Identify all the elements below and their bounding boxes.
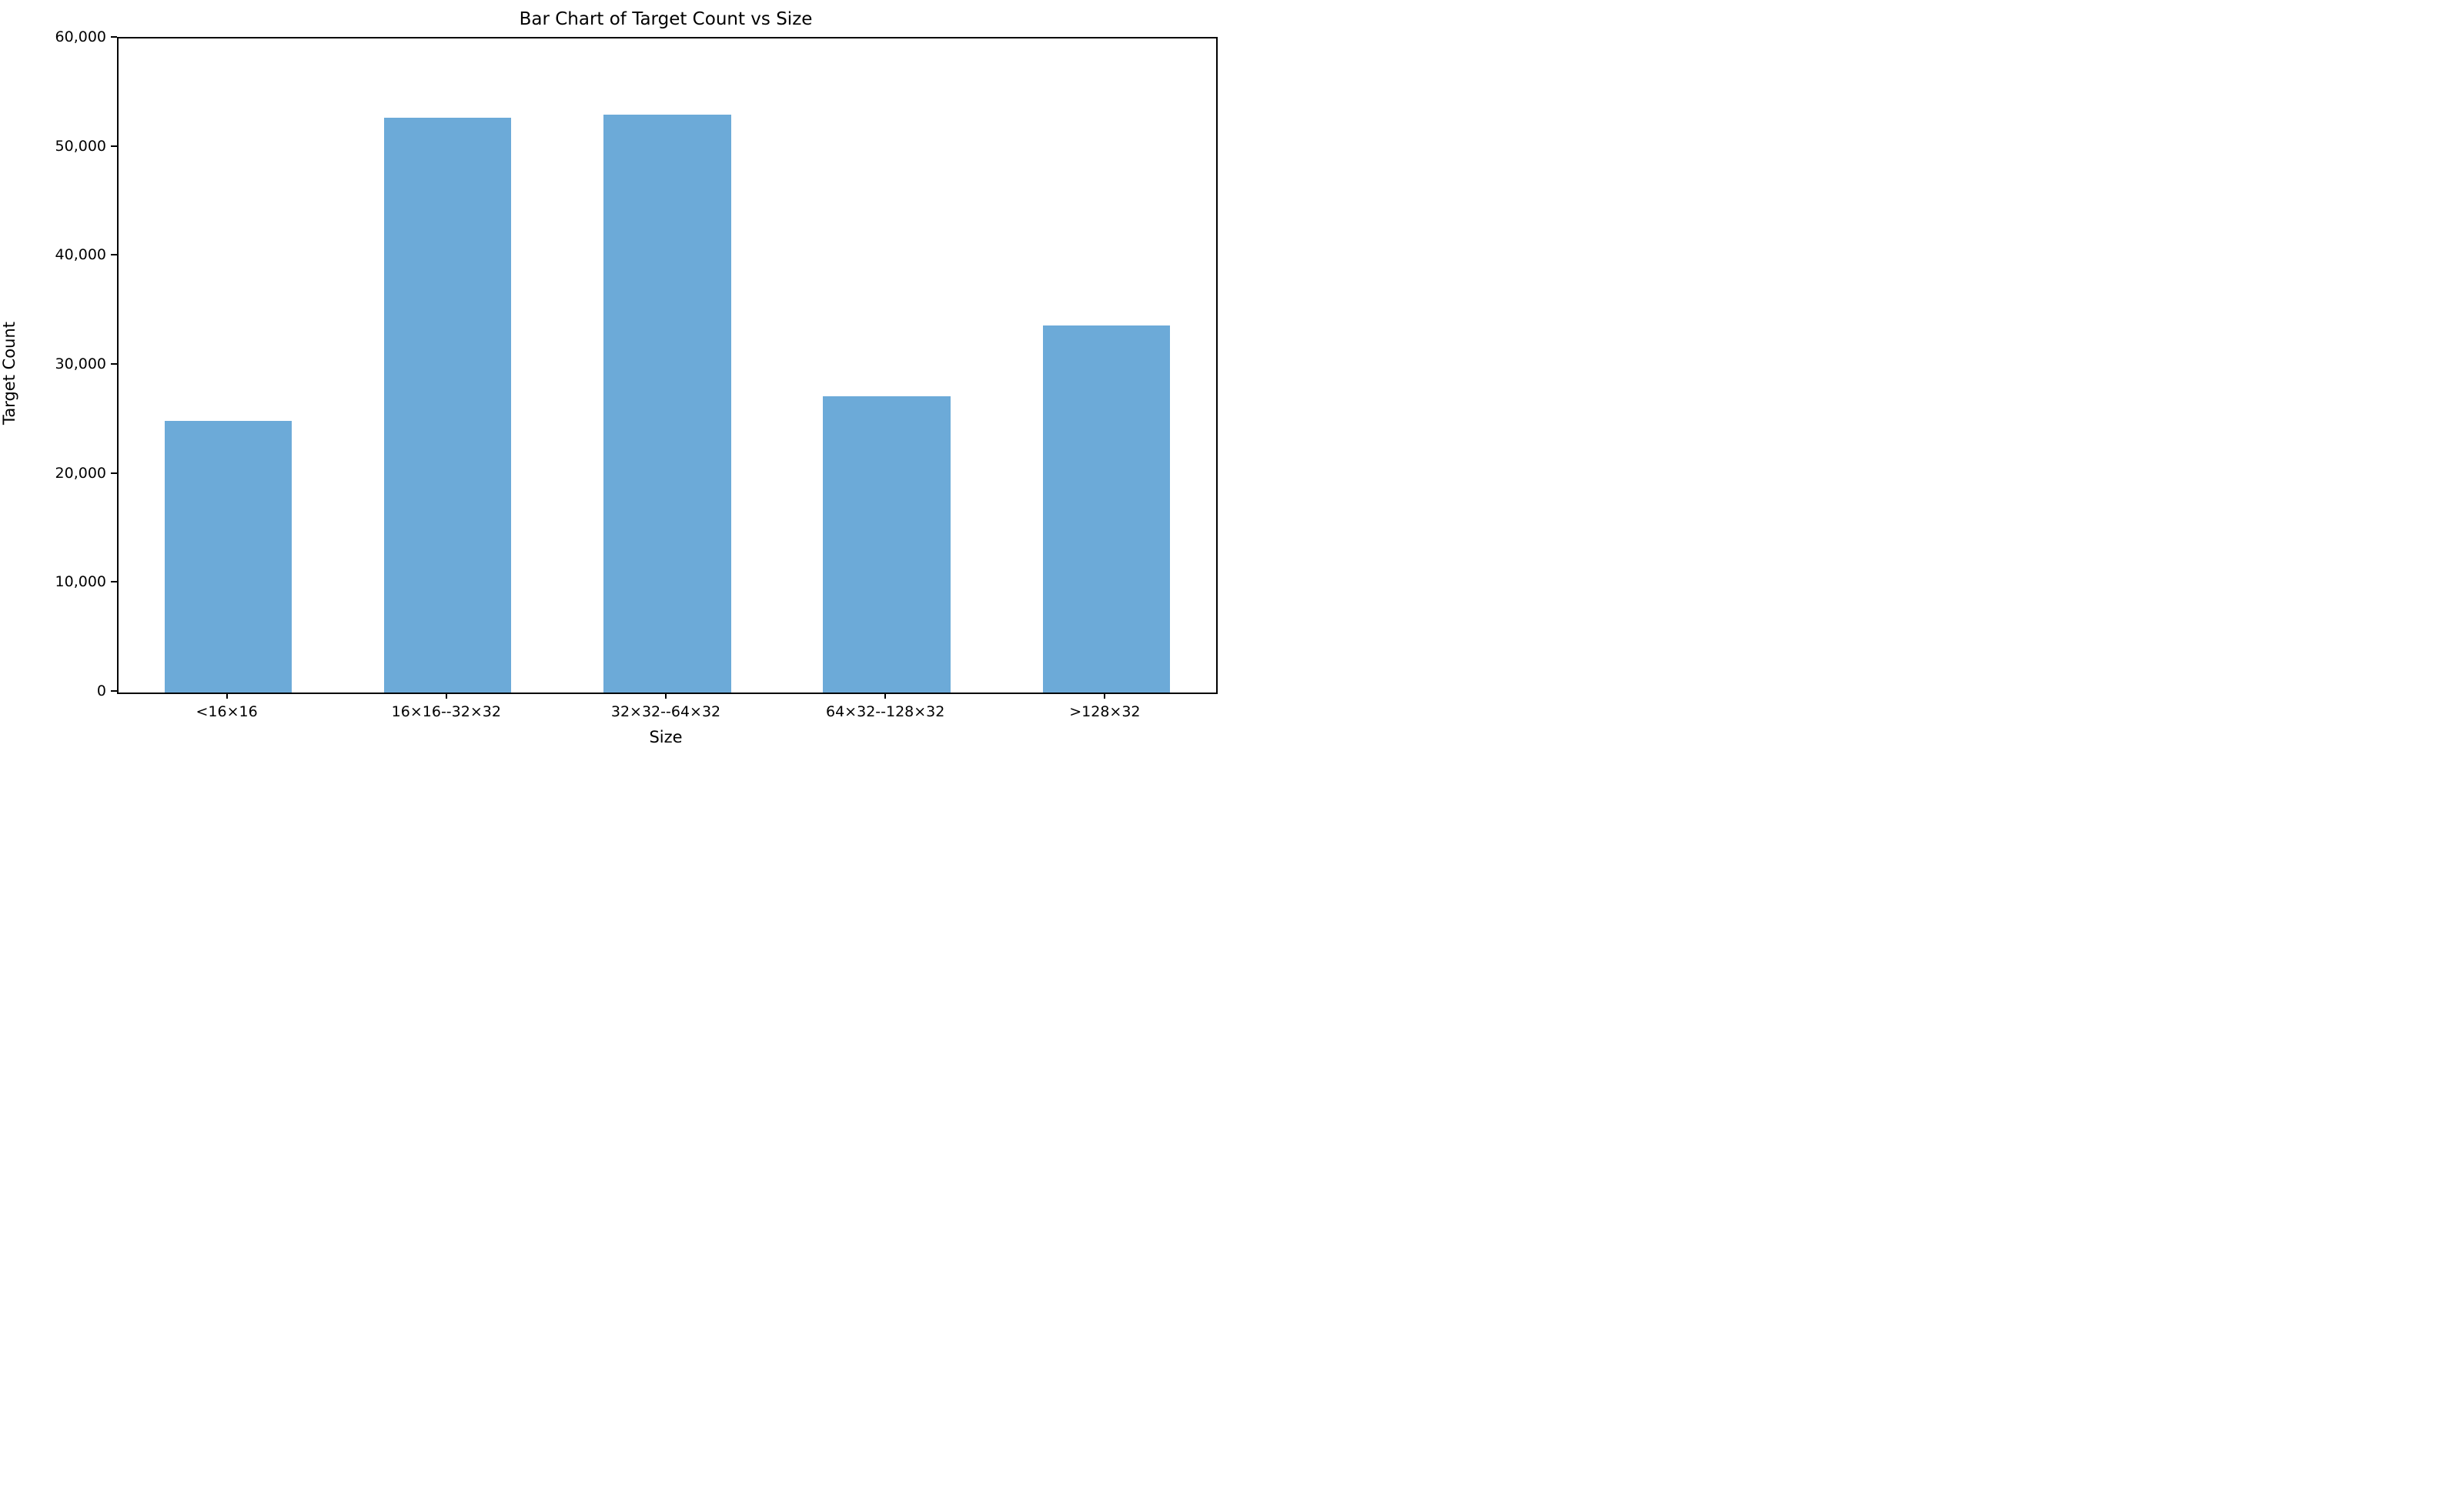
y-tick-mark [111, 36, 117, 38]
y-tick-mark [111, 581, 117, 583]
x-tick-label: 32×32--64×32 [610, 703, 721, 720]
x-tick-mark [665, 693, 667, 699]
bar [823, 396, 951, 693]
y-tick-mark [111, 254, 117, 256]
plot-area [117, 37, 1218, 694]
y-tick-mark [111, 690, 117, 692]
chart-title: Bar Chart of Target Count vs Size [519, 9, 813, 29]
y-tick-mark [111, 363, 117, 365]
y-tick-label: 30,000 [55, 355, 106, 372]
y-tick-label: 20,000 [55, 464, 106, 482]
y-tick-mark [111, 145, 117, 147]
x-tick-label: 16×16--32×32 [391, 703, 501, 720]
x-axis-title: Size [649, 728, 683, 746]
bar [603, 115, 731, 693]
bar [164, 421, 292, 693]
x-tick-mark [226, 693, 228, 699]
bar-chart-figure: Bar Chart of Target Count vs Size 0 10,00… [0, 0, 1225, 756]
x-tick-label: 64×32--128×32 [826, 703, 945, 720]
y-tick-label: 50,000 [55, 137, 106, 155]
x-tick-mark [445, 693, 447, 699]
y-axis-title: Target Count [0, 322, 18, 426]
y-tick-label: 10,000 [55, 573, 106, 591]
y-tick-label: 0 [96, 683, 106, 699]
x-tick-label: >128×32 [1069, 703, 1141, 720]
bar [384, 118, 512, 693]
x-tick-label: <16×16 [196, 703, 258, 720]
y-tick-mark [111, 472, 117, 474]
bar [1042, 325, 1171, 693]
y-tick-label: 40,000 [55, 246, 106, 264]
x-tick-mark [884, 693, 887, 699]
y-tick-label: 60,000 [55, 28, 106, 45]
x-tick-mark [1104, 693, 1106, 699]
